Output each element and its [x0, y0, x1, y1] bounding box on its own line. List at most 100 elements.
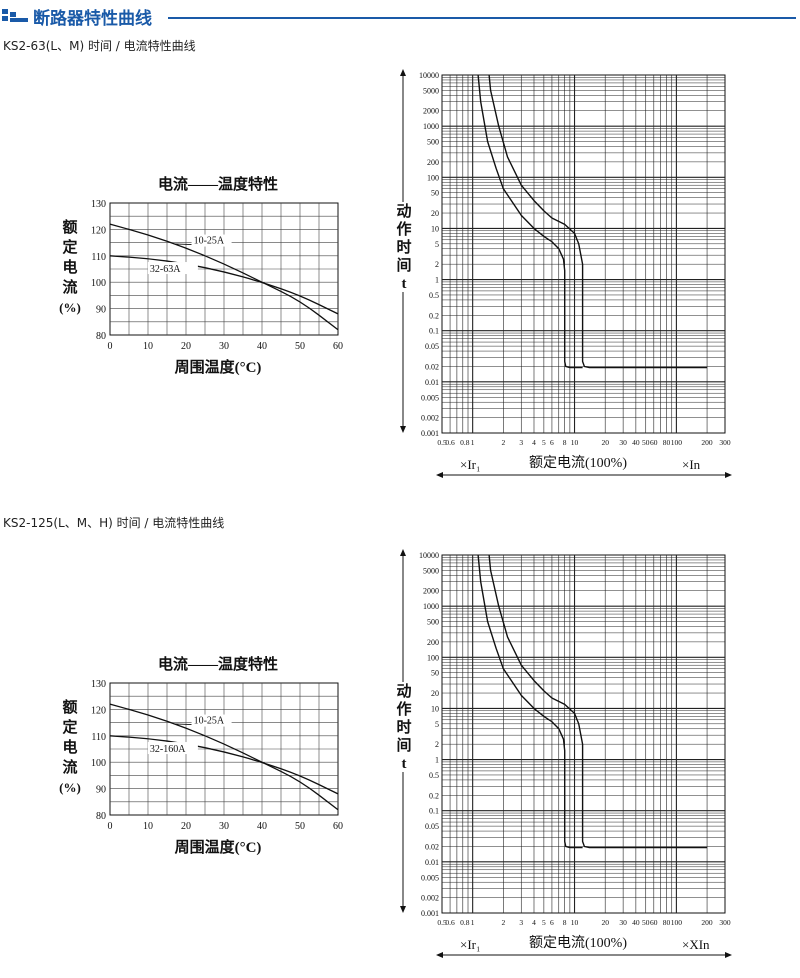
tc-y-label-bg	[396, 718, 412, 736]
tc-y-tick-label: 500	[427, 618, 439, 627]
series-1-leader	[174, 723, 192, 725]
tc-y-tick-label: 200	[427, 638, 439, 647]
tc-x-tick-label: 200	[701, 918, 713, 927]
temp-x-tick-label: 50	[295, 821, 305, 832]
tc-y-tick-label: 0.1	[429, 807, 439, 816]
temp-x-tick-label: 40	[257, 341, 267, 352]
temp-x-tick-label: 50	[295, 341, 305, 352]
temp-x-axis-label: 周围温度(°C)	[175, 358, 262, 376]
tc-y-tick-label: 0.5	[429, 771, 439, 780]
temp-y-axis-label: 定	[62, 238, 77, 256]
temp-y-axis-label: (%)	[59, 780, 81, 795]
tc-x-axis-arrow-right-icon	[725, 472, 732, 478]
tc-y-axis-label: 时	[396, 719, 411, 736]
temp-series-2-line	[109, 255, 339, 315]
tc-plot-frame	[441, 554, 726, 914]
tc-x-tick-label: 4	[532, 438, 536, 447]
tc-y-tick-label: 2000	[423, 107, 439, 116]
tc-x-tick-label: 100	[671, 438, 683, 447]
tc-y-tick-label: 0.05	[425, 822, 439, 831]
tc-y-tick-label: 1	[435, 756, 439, 765]
tc-y-tick-label: 0.01	[425, 378, 439, 387]
temp-x-tick-label: 20	[181, 821, 191, 832]
tc-y-label-bg	[396, 736, 412, 754]
tc-y-tick-label: 50	[431, 669, 439, 678]
tc-y-tick-label: 200	[427, 158, 439, 167]
tc-x-axis-arrow-left-icon	[436, 952, 443, 958]
series-2-leader	[178, 742, 183, 748]
tc-y-tick-label: 10000	[419, 71, 439, 80]
tc-x-tick-label: 5	[542, 438, 546, 447]
tc-y-tick-label: 2	[435, 740, 439, 749]
tc-x-axis-arrow-left-icon	[436, 472, 443, 478]
tc-y-label-bg	[396, 220, 412, 238]
tc-x-tick-label: 6	[550, 918, 554, 927]
tc-y-tick-label: 2000	[423, 587, 439, 596]
tc-y-tick-label: 5000	[423, 566, 439, 575]
tc-y-tick-label: 5	[435, 720, 439, 729]
tc-x-tick-label: 2	[501, 918, 505, 927]
temp-y-tick-label: 120	[91, 225, 106, 236]
tc-plot-frame	[441, 74, 726, 434]
series-1-label: 10-25A	[194, 236, 225, 247]
tc-series-2-curve	[488, 74, 708, 369]
temp-y-tick-label: 90	[96, 785, 106, 796]
tc-y-tick-label: 500	[427, 138, 439, 147]
section-1-subtitle: KS2-63(L、M) 时间 / 电流特性曲线	[3, 39, 196, 53]
tc-y-tick-label: 0.05	[425, 342, 439, 351]
temp-x-tick-label: 10	[143, 821, 153, 832]
tc-y-tick-label: 0.001	[421, 909, 439, 918]
tc-x-tick-label: 6	[550, 438, 554, 447]
tc-y-tick-label: 100	[427, 653, 439, 662]
tc-x-tick-label: 1	[471, 438, 475, 447]
tc-y-tick-label: 2	[435, 260, 439, 269]
tc-y-label-bg	[396, 238, 412, 256]
tc-y-tick-label: 10	[431, 704, 439, 713]
temp-series-2-line	[109, 735, 339, 795]
tc-y-tick-label: 0.2	[429, 311, 439, 320]
tc-x-axis-right-label: ×XIn	[682, 937, 710, 952]
tc-y-axis-label: t	[402, 756, 407, 772]
tc-x-axis-right-label: ×In	[682, 457, 701, 472]
tc-x-tick-label: 300	[719, 918, 731, 927]
tc-y-tick-label: 10000	[419, 551, 439, 560]
tc-x-tick-label: 1	[471, 918, 475, 927]
tc-y-tick-label: 20	[431, 689, 439, 698]
tc-y-axis-label: 作	[396, 700, 411, 718]
temp-series-1-line	[109, 223, 339, 331]
series-1-label-bg	[191, 234, 232, 247]
temp-x-tick-label: 60	[333, 341, 343, 352]
temp-x-tick-label: 0	[108, 341, 113, 352]
series-2-label: 32-160A	[150, 744, 186, 755]
tc-y-tick-label: 1000	[423, 602, 439, 611]
temp-x-tick-label: 60	[333, 821, 343, 832]
tc-y-axis-arrow-down-icon	[400, 426, 406, 433]
tc-y-tick-label: 0.1	[429, 327, 439, 336]
series-1-label: 10-25A	[194, 716, 225, 727]
tc-x-tick-label: 0.5	[437, 438, 447, 447]
series-1-leader	[174, 243, 192, 245]
tc-x-tick-label: 3	[519, 918, 523, 927]
tc-y-tick-label: 0.2	[429, 791, 439, 800]
tc-x-tick-label: 10	[571, 918, 579, 927]
temp-y-tick-label: 90	[96, 305, 106, 316]
tc-y-tick-label: 100	[427, 173, 439, 182]
tc-x-tick-label: 100	[671, 918, 683, 927]
temp-y-tick-label: 130	[91, 679, 106, 690]
tc-x-tick-label: 40	[632, 918, 640, 927]
tc-x-tick-label: 4	[532, 918, 536, 927]
series-2-leader	[178, 262, 183, 268]
tc-y-tick-label: 0.001	[421, 429, 439, 438]
tc-y-label-bg	[396, 682, 412, 700]
temp-y-tick-label: 80	[96, 811, 106, 822]
tc-x-tick-label: 5	[542, 918, 546, 927]
tc-y-tick-label: 1000	[423, 122, 439, 131]
tc-x-axis-center-label: 额定电流(100%)	[529, 455, 627, 471]
section-marker-icon	[2, 9, 28, 22]
tc-x-tick-label: 8	[563, 438, 567, 447]
temp-y-tick-label: 100	[91, 278, 106, 289]
tc-x-axis-left-label: ×Ir₁	[460, 457, 481, 472]
temp-series-1-line	[109, 703, 339, 811]
